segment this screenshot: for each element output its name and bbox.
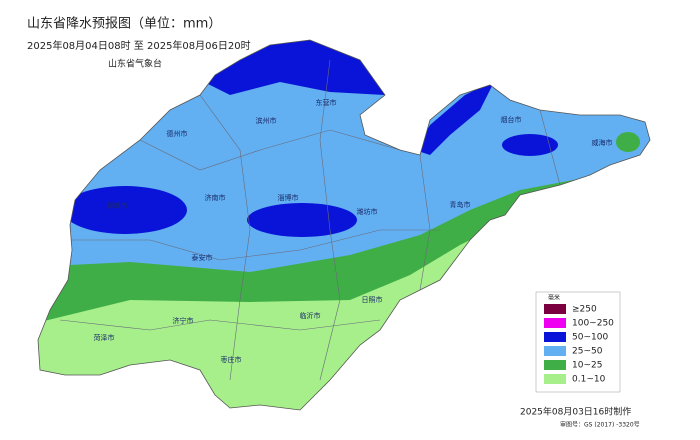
legend-label: 25~50 bbox=[572, 347, 603, 357]
legend-label: 50~100 bbox=[572, 333, 608, 343]
city-label: 聊城市 bbox=[107, 201, 128, 210]
city-label: 东营市 bbox=[316, 98, 337, 107]
city-label: 临沂市 bbox=[300, 311, 321, 320]
city-label: 青岛市 bbox=[450, 200, 471, 209]
issuer: 山东省气象台 bbox=[108, 58, 162, 70]
legend: ≥250 100~250 50~100 25~50 10~25 0.1~10 bbox=[544, 304, 614, 385]
city-label: 枣庄市 bbox=[221, 355, 242, 364]
approval-number: 审图号：GS (2017) -3320号 bbox=[560, 421, 640, 429]
legend-title: 毫米 bbox=[548, 294, 560, 302]
city-label: 日照市 bbox=[362, 295, 383, 304]
legend-swatch bbox=[544, 318, 566, 328]
city-label: 滨州市 bbox=[256, 116, 277, 125]
city-label: 德州市 bbox=[167, 129, 188, 138]
city-label: 济宁市 bbox=[173, 316, 194, 325]
legend-label: ≥250 bbox=[572, 305, 597, 315]
legend-swatch bbox=[544, 360, 566, 370]
city-label: 菏泽市 bbox=[94, 333, 115, 342]
city-label: 威海市 bbox=[592, 138, 613, 147]
legend-swatch bbox=[544, 346, 566, 356]
city-label: 烟台市 bbox=[501, 115, 522, 124]
legend-swatch bbox=[544, 332, 566, 342]
city-label: 潍坊市 bbox=[357, 207, 378, 216]
title: 山东省降水预报图（单位：mm） bbox=[27, 17, 221, 32]
period: 2025年08月04日08时 至 2025年08月06日20时 bbox=[27, 39, 251, 52]
city-label: 淄博市 bbox=[278, 193, 299, 202]
made-time: 2025年08月03日16时制作 bbox=[520, 406, 631, 418]
legend-swatch bbox=[544, 374, 566, 384]
city-label: 泰安市 bbox=[192, 253, 213, 262]
legend-label: 100~250 bbox=[572, 319, 614, 329]
legend-label: 10~25 bbox=[572, 361, 602, 371]
legend-label: 0.1~10 bbox=[572, 375, 606, 385]
city-label: 济南市 bbox=[205, 193, 226, 202]
legend-swatch bbox=[544, 304, 566, 314]
